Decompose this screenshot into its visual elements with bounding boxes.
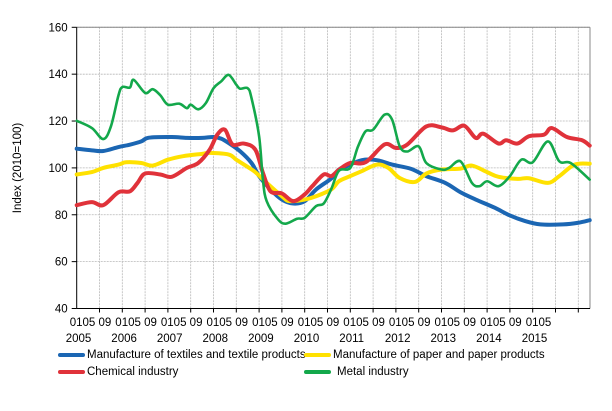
- x-tick-year: 2012: [385, 333, 411, 345]
- y-tick-labels: 40 60 80 100 120 140 160: [49, 22, 68, 315]
- series-line-chemical: [74, 123, 592, 208]
- grid-lines: [76, 26, 590, 309]
- x-tick-months: 0105 09: [343, 317, 385, 329]
- legend-swatch-metal: [304, 370, 331, 374]
- legend-item-chemical: Chemical industry: [58, 366, 178, 378]
- x-tick-year: 2013: [431, 333, 457, 345]
- x-tick-year: 2005: [66, 333, 92, 345]
- x-tick-year: 2010: [294, 333, 320, 345]
- axes: [71, 26, 591, 313]
- x-tick-months: 0105 09: [435, 317, 477, 329]
- x-tick-year: 2011: [339, 333, 364, 345]
- y-tick-label: 80: [55, 210, 68, 222]
- x-tick-months: 0105 09: [298, 317, 340, 329]
- x-tick-year: 2008: [203, 333, 229, 345]
- series-line-metal: [75, 73, 591, 225]
- y-tick-label: 100: [49, 163, 68, 175]
- series-lines: [74, 73, 592, 227]
- legend-item-paper: Manufacture of paper and paper products: [304, 349, 545, 361]
- x-tick-months: 0105 09: [252, 317, 294, 329]
- legend-label-textiles: Manufacture of textiles and textile prod…: [87, 349, 306, 361]
- y-tick-label: 120: [49, 116, 68, 128]
- legend-swatch-chemical: [58, 370, 85, 374]
- legend-label-chemical: Chemical industry: [87, 366, 179, 378]
- legend-label-paper: Manufacture of paper and paper products: [333, 349, 545, 361]
- x-tick-year: 2014: [476, 333, 502, 345]
- x-tick-year: 2007: [157, 333, 183, 345]
- legend-item-metal: Metal industry: [304, 366, 409, 378]
- x-tick-months: 0105 09: [389, 317, 431, 329]
- legend-swatch-paper: [304, 353, 331, 357]
- series-line-paper: [74, 150, 592, 204]
- y-tick-label: 60: [55, 257, 68, 269]
- legend-swatch-textiles: [58, 353, 85, 357]
- y-axis-label: Index (2010=100): [12, 123, 24, 214]
- y-tick-label: 40: [55, 304, 68, 316]
- x-tick-year: 2006: [111, 333, 137, 345]
- y-tick-label: 140: [49, 69, 68, 81]
- y-tick-label: 160: [49, 22, 68, 34]
- x-tick-months: 0105 09: [207, 317, 249, 329]
- x-tick-months: 0105 09: [161, 317, 203, 329]
- x-tick-year: 2009: [248, 333, 274, 345]
- x-tick-months: 0105 09: [480, 317, 522, 329]
- x-tick-months: 0105 09: [115, 317, 157, 329]
- legend-label-metal: Metal industry: [337, 366, 409, 378]
- legend-item-textiles: Manufacture of textiles and textile prod…: [58, 349, 306, 361]
- x-tick-months: 0105 09: [70, 317, 112, 329]
- x-tick-year: 2015: [522, 333, 548, 345]
- x-tick-months: 0105: [526, 317, 552, 329]
